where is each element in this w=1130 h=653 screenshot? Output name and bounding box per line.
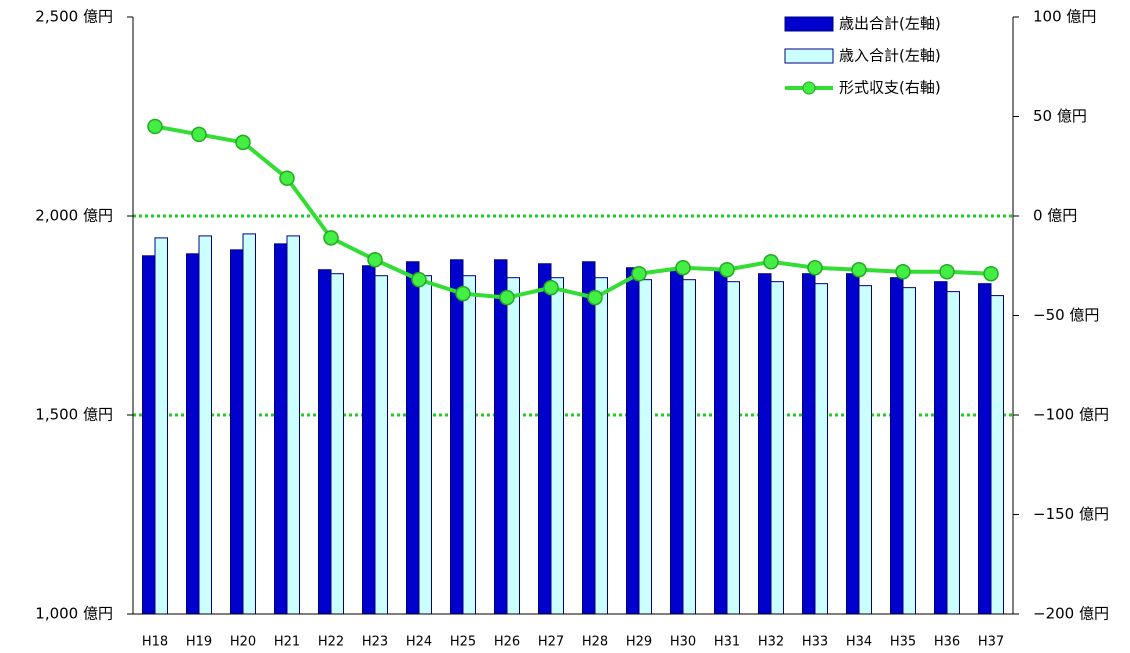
line-marker xyxy=(543,279,559,296)
x-tick-label: H27 xyxy=(538,635,564,650)
x-tick-label: H18 xyxy=(142,635,168,650)
bar xyxy=(846,273,860,615)
x-tick-label: H26 xyxy=(494,635,520,650)
line-marker xyxy=(719,261,735,278)
bar xyxy=(582,261,596,615)
bar xyxy=(286,235,300,615)
x-tick-label: H21 xyxy=(274,635,300,650)
x-tick-label: H20 xyxy=(230,635,256,650)
bar xyxy=(714,269,728,615)
line-marker xyxy=(983,265,999,282)
bar xyxy=(802,273,816,615)
x-tick-label: H37 xyxy=(978,635,1004,650)
x-tick-label: H19 xyxy=(186,635,212,650)
line-marker xyxy=(235,134,251,151)
y-tick-label: 2,500 億円 xyxy=(35,8,113,26)
line-marker xyxy=(323,230,339,246)
x-tick-label: H23 xyxy=(362,635,388,650)
bar xyxy=(946,291,960,615)
line-marker xyxy=(631,265,647,282)
bar xyxy=(626,267,640,615)
line-marker xyxy=(499,289,515,306)
bar xyxy=(550,277,564,615)
bar xyxy=(638,279,652,615)
x-tick-label: H25 xyxy=(450,635,476,650)
legend-swatch xyxy=(802,81,816,95)
bar xyxy=(670,269,684,615)
x-tick-label: H35 xyxy=(890,635,916,650)
bar xyxy=(682,279,696,615)
x-tick-label: H34 xyxy=(846,635,872,650)
x-tick-label: H31 xyxy=(714,635,740,650)
legend-swatch xyxy=(784,16,834,32)
line-marker xyxy=(279,170,295,186)
line-marker xyxy=(895,263,911,280)
bar xyxy=(198,235,212,615)
x-tick-label: H29 xyxy=(626,635,652,650)
bar xyxy=(494,259,508,615)
bar xyxy=(374,275,388,615)
bar xyxy=(814,283,828,615)
x-tick-label: H28 xyxy=(582,635,608,650)
bar xyxy=(406,261,420,615)
x-tick-label: H24 xyxy=(406,635,432,650)
y2-tick-label: −50 億円 xyxy=(1033,306,1099,324)
y2-tick-label: −150 億円 xyxy=(1033,505,1109,523)
line-marker xyxy=(147,118,163,135)
legend-label: 歳入合計(左軸) xyxy=(839,47,941,65)
legend-label: 形式収支(右軸) xyxy=(839,79,941,97)
x-tick-label: H36 xyxy=(934,635,960,650)
legend-label: 歳出合計(左軸) xyxy=(839,15,941,33)
bar xyxy=(902,287,916,615)
y2-tick-label: −100 億円 xyxy=(1033,406,1109,424)
bar xyxy=(934,281,948,615)
line-marker xyxy=(939,263,955,280)
bar xyxy=(978,283,992,615)
bar xyxy=(890,277,904,615)
line-marker xyxy=(411,271,427,288)
bar xyxy=(418,275,432,615)
line-marker xyxy=(807,259,823,276)
bar xyxy=(726,281,740,615)
line-marker xyxy=(455,285,471,302)
bar xyxy=(858,285,872,615)
line-marker xyxy=(587,289,603,306)
x-tick-label: H32 xyxy=(758,635,784,650)
bar xyxy=(186,253,200,615)
bar xyxy=(142,255,156,615)
bar xyxy=(242,233,256,615)
bar xyxy=(230,249,244,615)
bar xyxy=(990,295,1004,615)
x-tick-label: H22 xyxy=(318,635,344,650)
y2-tick-label: −200 億円 xyxy=(1033,605,1109,623)
x-tick-label: H33 xyxy=(802,635,828,650)
bar xyxy=(758,273,772,615)
line-marker xyxy=(675,259,691,276)
y2-tick-label: 100 億円 xyxy=(1033,8,1096,26)
bar xyxy=(154,237,168,615)
bar xyxy=(318,269,332,615)
y-tick-label: 2,000 億円 xyxy=(35,207,113,225)
bar xyxy=(450,259,464,615)
y2-tick-label: 0 億円 xyxy=(1033,207,1077,225)
line-marker xyxy=(851,261,867,278)
bar xyxy=(770,281,784,615)
bar xyxy=(362,265,376,615)
y-tick-label: 1,000 億円 xyxy=(35,605,113,623)
line-marker xyxy=(367,252,383,268)
line-marker xyxy=(191,126,207,143)
bar xyxy=(462,275,476,615)
bar xyxy=(538,263,552,615)
x-tick-label: H30 xyxy=(670,635,696,650)
bar xyxy=(594,277,608,615)
bar xyxy=(274,243,288,615)
line-marker xyxy=(763,254,779,270)
bar xyxy=(506,277,520,615)
y-tick-label: 1,500 億円 xyxy=(35,406,113,424)
bar xyxy=(330,273,344,615)
legend-swatch xyxy=(784,48,834,64)
y2-tick-label: 50 億円 xyxy=(1033,107,1087,125)
